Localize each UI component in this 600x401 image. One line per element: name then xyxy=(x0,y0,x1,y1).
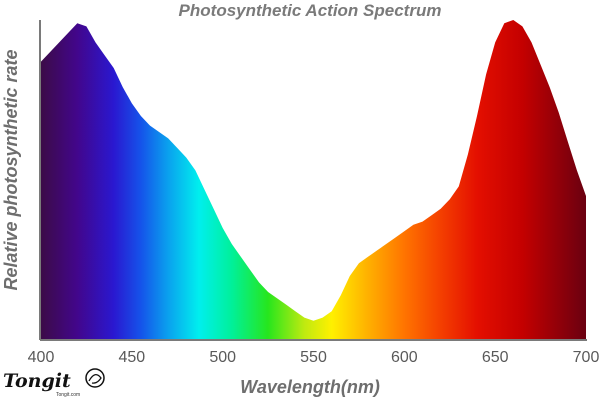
chart-title: Photosynthetic Action Spectrum xyxy=(179,1,442,20)
x-tick-label-500: 500 xyxy=(209,349,236,366)
x-tick-label-600: 600 xyxy=(391,349,418,366)
x-axis-label: Wavelength(nm) xyxy=(240,377,380,397)
x-tick-label-700: 700 xyxy=(573,349,600,366)
y-axis-label: Relative photosynthetic rate xyxy=(1,49,21,290)
logo-subtext: Tongit.com xyxy=(56,392,80,398)
logo-seal-icon xyxy=(85,368,105,388)
action-spectrum-area xyxy=(41,20,586,340)
x-tick-label-550: 550 xyxy=(300,349,327,366)
x-tick-label-400: 400 xyxy=(28,349,55,366)
logo-text: Tongit xyxy=(3,370,71,392)
logo-bird-icon xyxy=(88,374,102,384)
x-tick-label-650: 650 xyxy=(482,349,509,366)
plot-area xyxy=(41,20,586,340)
tongit-logo: Tongit Tongit.com xyxy=(3,368,105,398)
x-tick-label-450: 450 xyxy=(118,349,145,366)
x-axis-ticks: 400 450 500 550 600 650 700 xyxy=(28,349,600,366)
